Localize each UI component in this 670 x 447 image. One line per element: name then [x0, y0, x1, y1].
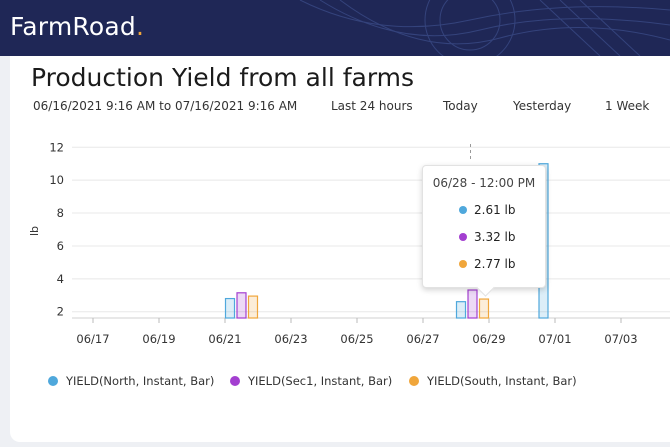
range-1-week[interactable]: 1 Week — [605, 99, 650, 113]
y-axis-label: lb — [28, 226, 41, 236]
legend-item-south[interactable]: YIELD(South, Instant, Bar) — [409, 374, 577, 388]
x-tick-label-07-03: 07/03 — [604, 332, 637, 346]
x-tick-label-06-23: 06/23 — [274, 332, 307, 346]
header-decoration — [299, 0, 670, 56]
x-tick-label-06-29: 06/29 — [472, 332, 505, 346]
range-today[interactable]: Today — [443, 99, 478, 113]
x-tick-label-06-25: 06/25 — [340, 332, 373, 346]
legend-item-sec1[interactable]: YIELD(Sec1, Instant, Bar) — [230, 374, 392, 388]
y-tick-label-6: 6 — [57, 239, 64, 253]
bar-sec1-0[interactable] — [236, 292, 247, 319]
x-tick-label-06-17: 06/17 — [76, 332, 109, 346]
chart-card — [10, 56, 670, 442]
y-tick-label-2: 2 — [57, 305, 64, 319]
y-axis-ticks: 2 4 6 8 10 12 — [49, 140, 64, 318]
x-tick-label-06-27: 06/27 — [406, 332, 439, 346]
app-header: FarmRoad. — [0, 0, 670, 56]
bar-south-1[interactable] — [478, 298, 490, 319]
chart-tooltip: 06/28 - 12:00 PM 2.61 lb 3.32 lb 2.77 lb — [422, 165, 546, 297]
legend-item-north[interactable]: YIELD(North, Instant, Bar) — [48, 374, 214, 388]
legend-sec1-dot-icon — [230, 376, 240, 386]
x-axis-ticks: 06/17 06/19 06/21 06/23 06/25 06/27 06/29 07/01… — [76, 318, 638, 346]
tooltip-title: 06/28 - 12:00 PM — [432, 176, 536, 190]
y-tick-label-10: 10 — [49, 173, 64, 187]
bar-sec1-1[interactable] — [467, 289, 478, 319]
north-dot-icon — [459, 206, 467, 214]
bar-south-0[interactable] — [247, 295, 259, 319]
bar-north-0[interactable] — [224, 297, 236, 319]
page-title: Production Yield from all farms — [31, 63, 415, 92]
tooltip-row-north: 2.61 lb — [459, 203, 515, 217]
range-yesterday[interactable]: Yesterday — [513, 99, 572, 113]
brand-logo[interactable]: FarmRoad. — [10, 12, 145, 41]
tooltip-row-south: 2.77 lb — [459, 257, 515, 271]
y-tick-label-4: 4 — [57, 272, 64, 286]
tooltip-row-sec1: 3.32 lb — [459, 230, 515, 244]
legend-south-dot-icon — [409, 376, 419, 386]
x-tick-label-06-21: 06/21 — [208, 332, 241, 346]
date-range-label[interactable]: 06/16/2021 9:16 AM to 07/16/2021 9:16 AM — [33, 99, 298, 113]
legend-north-dot-icon — [48, 376, 58, 386]
south-dot-icon — [459, 260, 467, 268]
sec1-dot-icon — [459, 233, 467, 241]
x-tick-label-07-01: 07/01 — [538, 332, 571, 346]
chart-gridlines — [72, 146, 670, 319]
x-tick-label-06-19: 06/19 — [142, 332, 175, 346]
range-last-24-hours[interactable]: Last 24 hours — [331, 99, 413, 113]
y-tick-label-8: 8 — [57, 206, 64, 220]
y-tick-label-12: 12 — [49, 140, 64, 154]
bar-north-1[interactable] — [455, 301, 467, 319]
